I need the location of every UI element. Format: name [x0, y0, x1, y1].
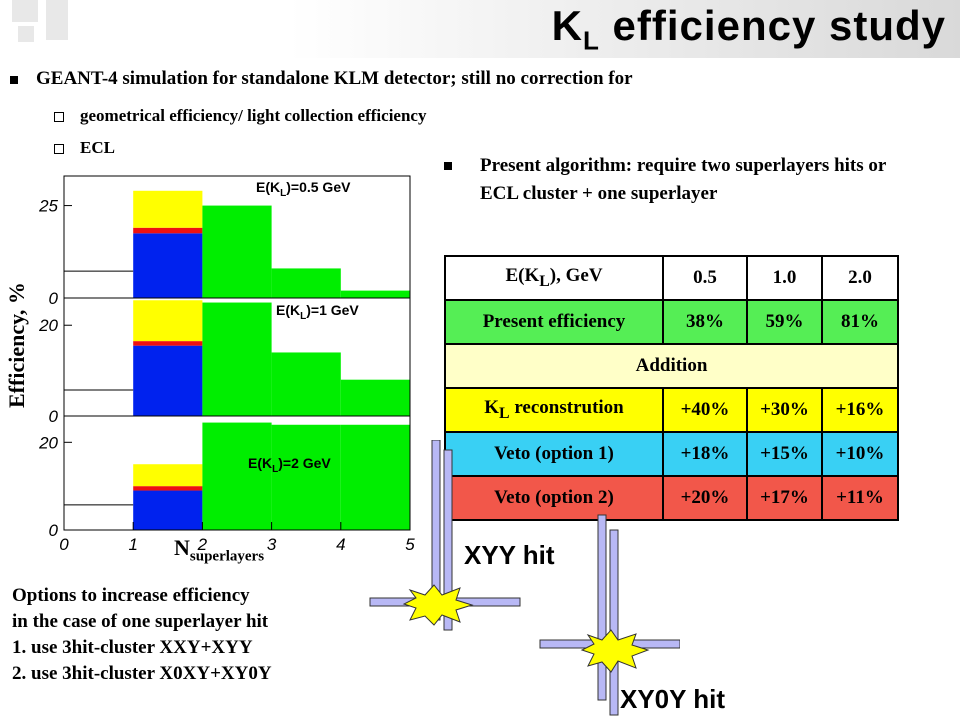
table-cell: 81% — [821, 299, 899, 345]
bar-segment-yellow — [133, 190, 203, 228]
y-axis-label: Efficiency, % — [4, 282, 29, 408]
x-tick-label: 2 — [197, 535, 208, 554]
logo-decoration — [12, 0, 38, 22]
bar-green — [202, 422, 272, 530]
header-cell: 0.5 — [662, 255, 748, 301]
y-tick-label: 0 — [49, 521, 59, 540]
bar-green — [340, 379, 410, 416]
bar-segment-yellow — [133, 300, 203, 342]
bar-green — [340, 290, 410, 298]
table-cell: +10% — [821, 431, 899, 477]
efficiency-table: E(KL), GeV 0.5 1.0 2.0 Present efficienc… — [444, 255, 899, 521]
sub-bullet-ecl: ECL — [54, 138, 115, 158]
efficiency-histogram: 0 25 0 20 0 20 0 1 2 3 4 5 — [38, 175, 415, 554]
bullet-square-icon — [444, 162, 452, 170]
bar-segment-blue — [133, 490, 203, 530]
xy0y-hit-label: XY0Y hit — [620, 684, 726, 714]
hollow-square-icon — [54, 144, 64, 155]
bullet-square-icon — [10, 75, 18, 84]
header-cell: 2.0 — [821, 255, 899, 301]
panel-frame — [63, 415, 411, 531]
bar-green — [202, 205, 272, 298]
table-header-row: E(KL), GeV 0.5 1.0 2.0 — [444, 255, 899, 301]
table-row-veto-1: Veto (option 1) +18% +15% +10% — [444, 431, 899, 477]
bar-green — [271, 424, 341, 530]
table-cell: 38% — [662, 299, 748, 345]
bullet-present-algorithm: Present algorithm: require two superlaye… — [444, 152, 914, 208]
table-cell: +20% — [662, 475, 748, 521]
panel-label-0p5gev: E(KL)=0.5 GeV — [256, 179, 351, 199]
table-cell: 59% — [746, 299, 823, 345]
table-cell: +40% — [662, 387, 748, 433]
x-tick-label: 5 — [405, 535, 415, 554]
bullet-geant: GEANT-4 simulation for standalone KLM de… — [10, 68, 633, 90]
y-tick-label: 20 — [38, 433, 58, 452]
hit-star-icon — [580, 629, 650, 673]
sub-bullet-geometry: geometrical efficiency/ light collection… — [54, 106, 426, 126]
y-tick-label: 25 — [38, 197, 58, 216]
table-row-present: Present efficiency 38% 59% 81% — [444, 299, 899, 345]
logo-decoration — [18, 26, 34, 42]
logo-decoration — [46, 0, 68, 40]
x-tick-label: 0 — [59, 535, 69, 554]
table-cell: +30% — [746, 387, 823, 433]
bar-green — [271, 352, 341, 416]
title-bar — [0, 0, 960, 58]
x-axis-label: Nsuperlayers — [174, 535, 265, 565]
table-row-addition: Addition — [444, 343, 899, 389]
xy0y-hit-graphic — [539, 514, 680, 716]
table-cell: +11% — [821, 475, 899, 521]
options-text: Options to increase efficiency in the ca… — [12, 585, 272, 684]
hit-star-icon — [402, 584, 474, 626]
slide-title: KL efficiency study — [551, 2, 946, 56]
bar-segment-red — [133, 227, 203, 234]
addition-label: Addition — [444, 343, 899, 389]
x-tick-label: 4 — [336, 535, 345, 554]
panel-label-1gev: E(KL)=1 GeV — [276, 302, 359, 322]
hollow-square-icon — [54, 112, 64, 123]
xyy-hit-graphic — [369, 440, 521, 631]
panel-label-2gev: E(KL)=2 GeV — [248, 455, 331, 475]
y-tick-label: 0 — [49, 407, 59, 426]
bar-segment-blue — [133, 233, 203, 298]
table-row-kl-reconstruction: KL reconstrution +40% +30% +16% — [444, 387, 899, 433]
row-label: Present efficiency — [444, 299, 664, 345]
table-cell: +17% — [746, 475, 823, 521]
table-cell: +18% — [662, 431, 748, 477]
bar-segment-yellow — [133, 464, 203, 487]
xyy-hit-label: XYY hit — [464, 540, 555, 570]
row-label: Veto (option 2) — [444, 475, 664, 521]
bar-segment-blue — [133, 345, 203, 416]
table-row-veto-2: Veto (option 2) +20% +17% +11% — [444, 475, 899, 521]
x-tick-label: 3 — [267, 535, 277, 554]
bar-green — [340, 424, 410, 530]
row-label: Veto (option 1) — [444, 431, 664, 477]
header-energy: E(KL), GeV — [444, 255, 664, 301]
row-label: KL reconstrution — [444, 387, 664, 433]
x-tick-label: 1 — [128, 535, 137, 554]
header-cell: 1.0 — [746, 255, 823, 301]
y-tick-label: 0 — [49, 289, 59, 308]
table-cell: +16% — [821, 387, 899, 433]
bar-segment-red — [133, 486, 203, 491]
bar-segment-red — [133, 341, 203, 346]
bar-green — [202, 302, 272, 416]
bar-green — [271, 268, 341, 298]
y-tick-label: 20 — [38, 316, 58, 335]
table-cell: +15% — [746, 431, 823, 477]
hit-diagram — [369, 440, 680, 716]
